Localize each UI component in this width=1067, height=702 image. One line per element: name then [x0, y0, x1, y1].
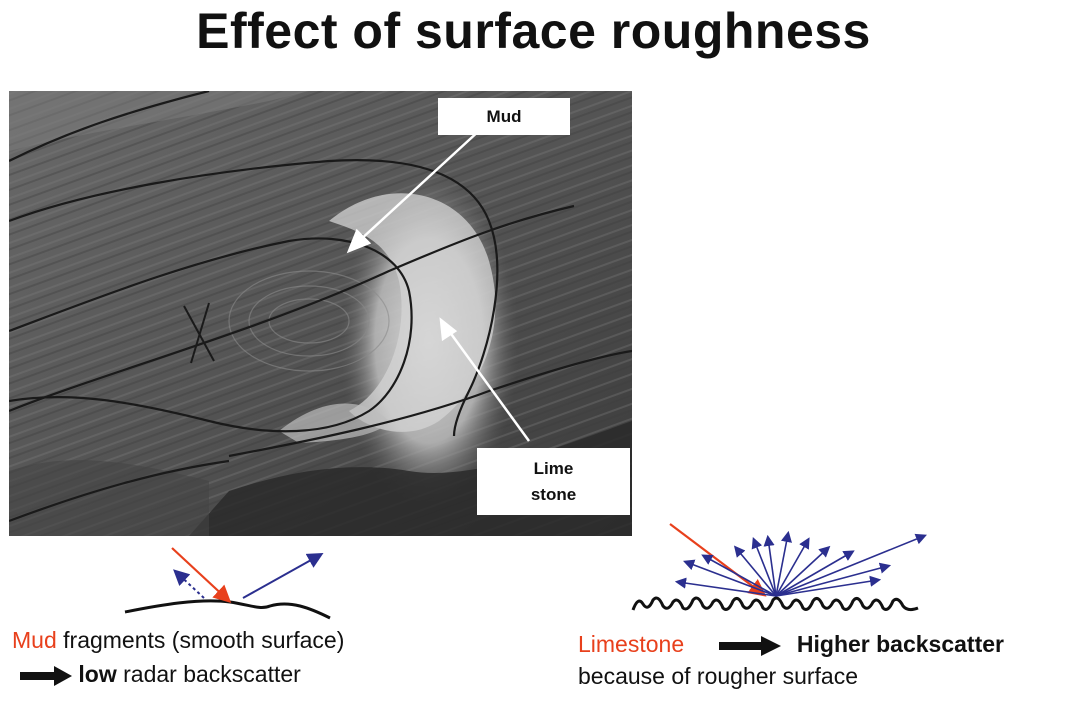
mud-label-text: Mud	[486, 106, 522, 126]
mud-result-rest: radar backscatter	[116, 661, 301, 687]
limestone-caption-keyword: Limestone	[578, 631, 685, 657]
mud-caption-rest: fragments (smooth surface)	[56, 627, 345, 653]
backscatter-ray-arrow	[173, 569, 205, 599]
radar-image	[9, 91, 632, 536]
scatter-rays	[674, 530, 927, 597]
smooth-surface-diagram	[124, 547, 331, 620]
mud-result-keyword: low	[78, 661, 117, 687]
incident-ray-arrow	[669, 523, 767, 597]
rough-surface-line	[631, 596, 919, 612]
limestone-label-line1: Lime	[533, 458, 574, 478]
rough-surface-diagram	[631, 523, 927, 612]
slide-title: Effect of surface roughness	[196, 3, 871, 59]
right-arrow-icon	[718, 635, 781, 656]
limestone-result: Higher backscatter	[796, 631, 1004, 657]
mud-label: Mud	[438, 98, 570, 135]
incident-ray-arrow	[171, 547, 232, 603]
limestone-caption-line2: because of rougher surface	[578, 663, 859, 689]
limestone-caption-line1: Limestone Higher backscatter	[578, 631, 1004, 658]
limestone-label: Lime stone	[477, 448, 630, 515]
reflected-ray-arrow	[242, 553, 324, 599]
smooth-surface-line	[124, 599, 331, 620]
right-arrow-icon	[20, 665, 72, 686]
limestone-label-line2: stone	[530, 484, 577, 504]
mud-caption-line1: Mud fragments (smooth surface)	[12, 627, 344, 654]
mud-caption-line2: low radar backscatter	[20, 661, 301, 688]
mud-caption-keyword: Mud	[12, 627, 57, 653]
